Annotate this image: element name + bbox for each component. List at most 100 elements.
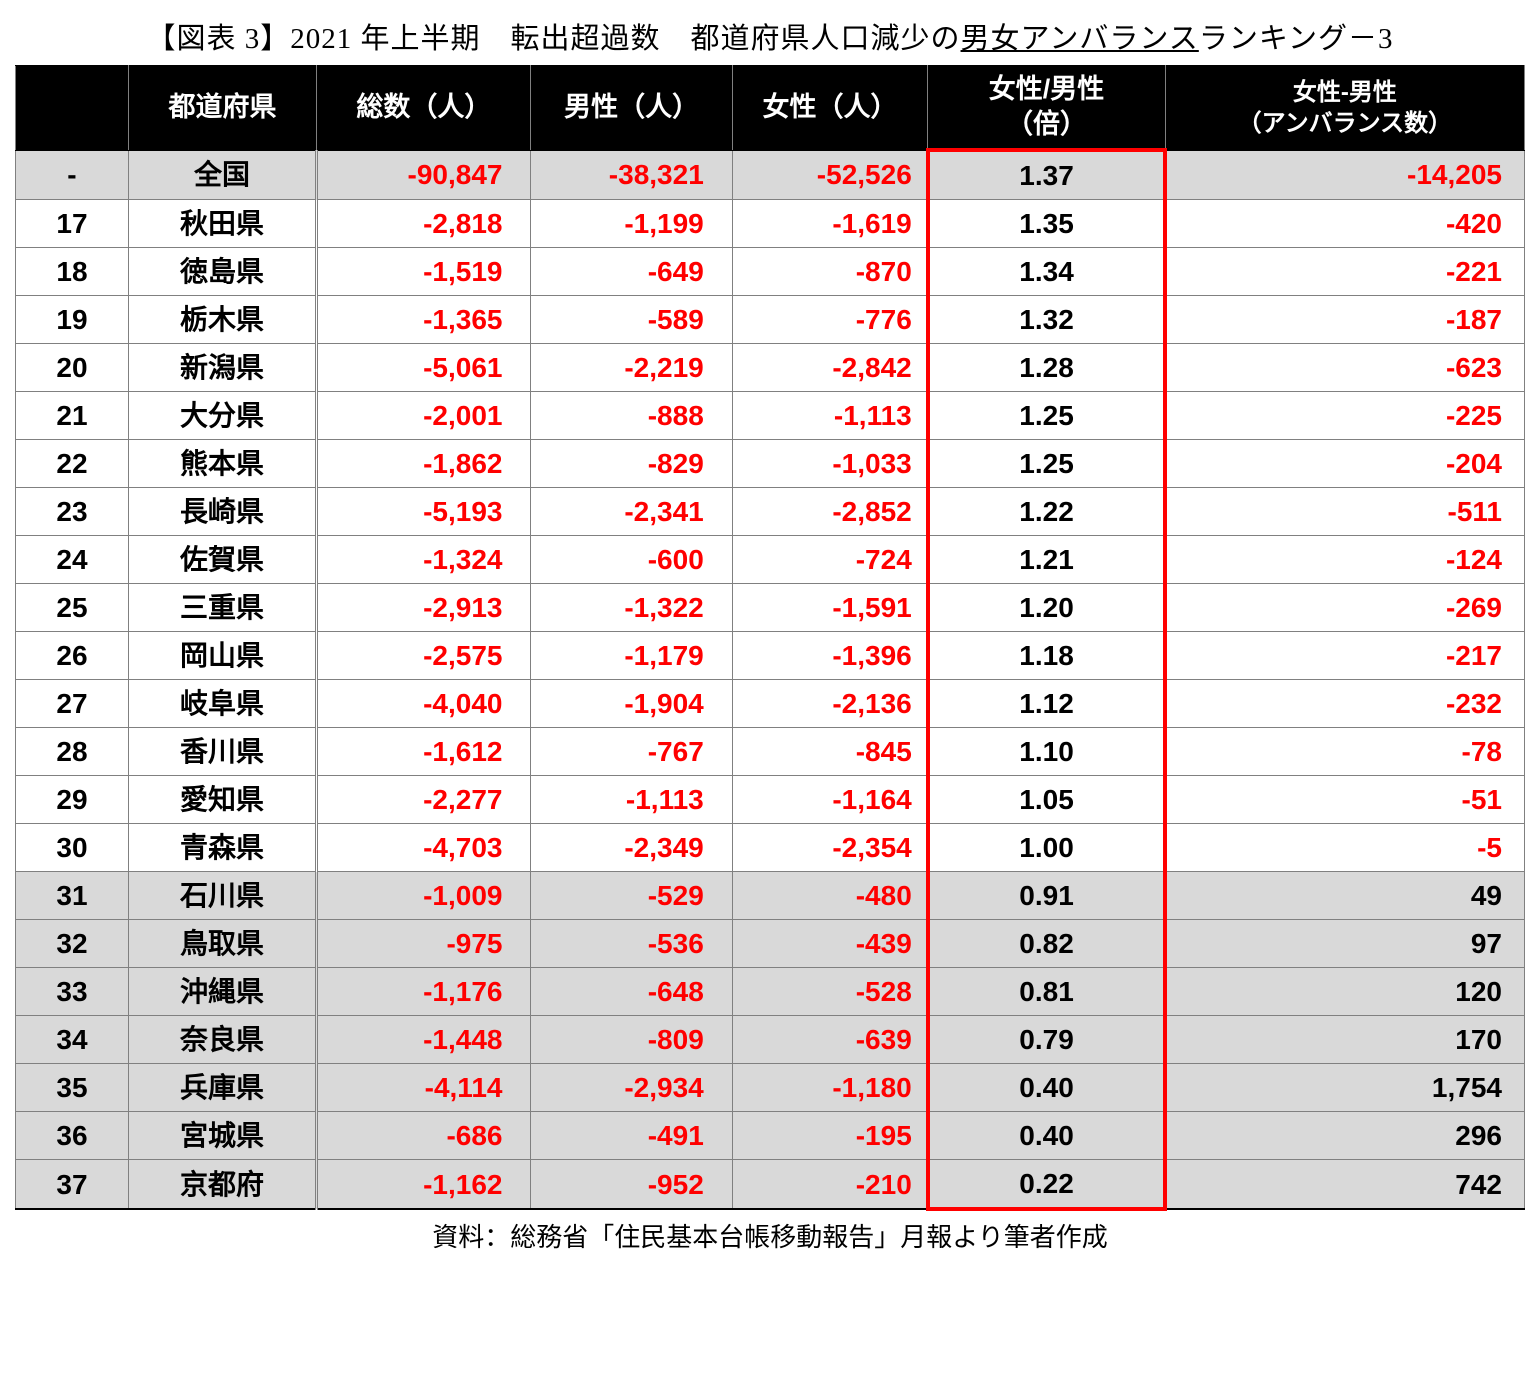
cell-rank: 31	[16, 872, 129, 920]
cell-male: -1,904	[531, 680, 732, 728]
cell-female: -1,396	[732, 632, 928, 680]
cell-total: -1,612	[317, 728, 531, 776]
table-row: 17秋田県-2,818-1,199-1,6191.35-420	[16, 200, 1525, 248]
table-row: 28香川県-1,612-767-8451.10-78	[16, 728, 1525, 776]
cell-rank: 29	[16, 776, 129, 824]
cell-rank: 20	[16, 344, 129, 392]
cell-pref: 奈良県	[128, 1016, 316, 1064]
cell-female: -528	[732, 968, 928, 1016]
cell-total: -4,703	[317, 824, 531, 872]
cell-ratio: 0.79	[928, 1016, 1166, 1064]
cell-diff: -217	[1165, 632, 1524, 680]
cell-ratio: 0.82	[928, 920, 1166, 968]
cell-diff: -511	[1165, 488, 1524, 536]
col-ratio: 女性/男性（倍）	[928, 66, 1166, 151]
cell-male: -2,934	[531, 1064, 732, 1112]
cell-rank: 17	[16, 200, 129, 248]
table-row: 31石川県-1,009-529-4800.9149	[16, 872, 1525, 920]
cell-male: -2,349	[531, 824, 732, 872]
cell-total: -2,277	[317, 776, 531, 824]
cell-ratio: 1.32	[928, 296, 1166, 344]
table-row: 32鳥取県-975-536-4390.8297	[16, 920, 1525, 968]
cell-rank: -	[16, 150, 129, 200]
table-row: 21大分県-2,001-888-1,1131.25-225	[16, 392, 1525, 440]
cell-ratio: 1.10	[928, 728, 1166, 776]
cell-rank: 30	[16, 824, 129, 872]
cell-rank: 35	[16, 1064, 129, 1112]
cell-total: -2,001	[317, 392, 531, 440]
cell-diff: 97	[1165, 920, 1524, 968]
header-row: 都道府県 総数（人） 男性（人） 女性（人） 女性/男性（倍） 女性-男性（アン…	[16, 66, 1525, 151]
col-female: 女性（人）	[732, 66, 928, 151]
cell-female: -845	[732, 728, 928, 776]
cell-diff: -269	[1165, 584, 1524, 632]
cell-diff: -225	[1165, 392, 1524, 440]
cell-pref: 岡山県	[128, 632, 316, 680]
cell-ratio: 1.35	[928, 200, 1166, 248]
cell-female: -870	[732, 248, 928, 296]
cell-male: -529	[531, 872, 732, 920]
table-row: 26岡山県-2,575-1,179-1,3961.18-217	[16, 632, 1525, 680]
cell-male: -38,321	[531, 150, 732, 200]
table-row: 24佐賀県-1,324-600-7241.21-124	[16, 536, 1525, 584]
cell-female: -52,526	[732, 150, 928, 200]
cell-rank: 27	[16, 680, 129, 728]
cell-pref: 新潟県	[128, 344, 316, 392]
cell-diff: -232	[1165, 680, 1524, 728]
cell-rank: 36	[16, 1112, 129, 1160]
cell-diff: -623	[1165, 344, 1524, 392]
cell-female: -1,164	[732, 776, 928, 824]
col-total: 総数（人）	[317, 66, 531, 151]
cell-male: -829	[531, 440, 732, 488]
cell-total: -4,040	[317, 680, 531, 728]
cell-diff: 296	[1165, 1112, 1524, 1160]
cell-total: -1,324	[317, 536, 531, 584]
cell-ratio: 0.22	[928, 1160, 1166, 1210]
cell-ratio: 0.81	[928, 968, 1166, 1016]
cell-ratio: 0.40	[928, 1064, 1166, 1112]
ranking-table: 都道府県 総数（人） 男性（人） 女性（人） 女性/男性（倍） 女性-男性（アン…	[15, 65, 1525, 1211]
table-row: 27岐阜県-4,040-1,904-2,1361.12-232	[16, 680, 1525, 728]
table-row: 36宮城県-686-491-1950.40296	[16, 1112, 1525, 1160]
cell-diff: -14,205	[1165, 150, 1524, 200]
cell-total: -4,114	[317, 1064, 531, 1112]
cell-pref: 石川県	[128, 872, 316, 920]
cell-diff: 170	[1165, 1016, 1524, 1064]
cell-female: -1,591	[732, 584, 928, 632]
cell-diff: 1,754	[1165, 1064, 1524, 1112]
cell-ratio: 0.91	[928, 872, 1166, 920]
cell-diff: -221	[1165, 248, 1524, 296]
cell-male: -536	[531, 920, 732, 968]
cell-diff: -124	[1165, 536, 1524, 584]
cell-pref: 全国	[128, 150, 316, 200]
cell-female: -1,113	[732, 392, 928, 440]
cell-ratio: 1.34	[928, 248, 1166, 296]
cell-pref: 香川県	[128, 728, 316, 776]
cell-male: -649	[531, 248, 732, 296]
cell-total: -90,847	[317, 150, 531, 200]
cell-total: -2,575	[317, 632, 531, 680]
cell-rank: 25	[16, 584, 129, 632]
chart-title: 【図表 3】2021 年上半期 転出超過数 都道府県人口減少の男女アンバランスラ…	[15, 15, 1525, 57]
cell-diff: -5	[1165, 824, 1524, 872]
cell-female: -2,842	[732, 344, 928, 392]
cell-pref: 熊本県	[128, 440, 316, 488]
title-underline: 男女アンバランス	[961, 23, 1199, 55]
cell-rank: 33	[16, 968, 129, 1016]
cell-diff: -420	[1165, 200, 1524, 248]
cell-female: -724	[732, 536, 928, 584]
cell-ratio: 1.25	[928, 440, 1166, 488]
cell-rank: 37	[16, 1160, 129, 1210]
cell-female: -639	[732, 1016, 928, 1064]
table-row: 19栃木県-1,365-589-7761.32-187	[16, 296, 1525, 344]
cell-ratio: 1.00	[928, 824, 1166, 872]
title-pre: 【図表 3】2021 年上半期 転出超過数 都道府県人口減少の	[147, 23, 961, 55]
table-row: 22熊本県-1,862-829-1,0331.25-204	[16, 440, 1525, 488]
col-pref: 都道府県	[128, 66, 316, 151]
cell-total: -5,193	[317, 488, 531, 536]
col-rank	[16, 66, 129, 151]
cell-rank: 23	[16, 488, 129, 536]
cell-ratio: 1.20	[928, 584, 1166, 632]
cell-ratio: 1.28	[928, 344, 1166, 392]
cell-rank: 32	[16, 920, 129, 968]
